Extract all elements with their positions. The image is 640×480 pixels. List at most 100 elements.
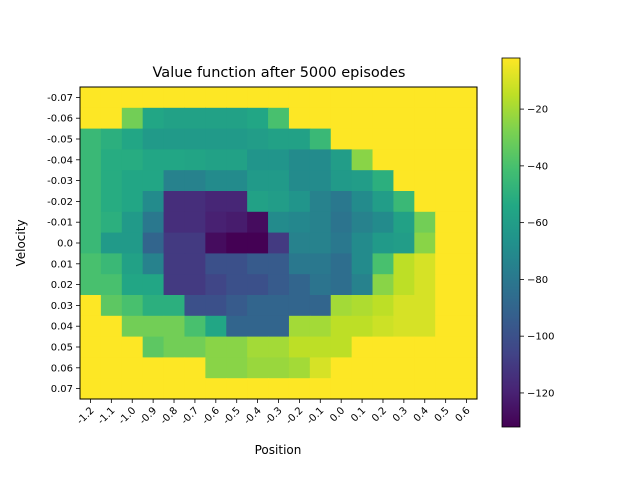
heatmap-cell: [414, 295, 436, 317]
y-axis-label: Velocity: [14, 219, 28, 266]
heatmap-cell: [309, 357, 332, 379]
colorbar-tick-label: −80: [527, 275, 548, 286]
heatmap-cell: [393, 315, 415, 338]
heatmap-cell: [184, 87, 206, 109]
heatmap-cell: [205, 336, 227, 358]
heatmap-cell: [435, 191, 457, 213]
heatmap-cell: [393, 149, 415, 171]
heatmap-cell: [80, 149, 102, 171]
heatmap-cell: [351, 232, 374, 254]
heatmap-cell: [247, 274, 269, 296]
colorbar-tick-label: −120: [527, 388, 554, 399]
heatmap-cell: [456, 357, 478, 379]
heatmap-cell: [100, 274, 123, 296]
heatmap-cell: [288, 357, 311, 379]
heatmap-cell: [309, 107, 332, 130]
colorbar-tick-label: −40: [527, 161, 548, 172]
heatmap-cell: [330, 107, 353, 130]
heatmap-cell: [247, 315, 269, 338]
heatmap-cell: [205, 274, 227, 296]
heatmap-cell: [288, 378, 311, 400]
heatmap-cell: [205, 211, 227, 234]
heatmap-cell: [309, 274, 332, 296]
heatmap-cell: [288, 170, 311, 192]
heatmap-cell: [393, 253, 415, 275]
heatmap-cell: [330, 170, 353, 192]
x-tick-label: -0.5: [221, 405, 243, 427]
heatmap-cell: [226, 128, 248, 150]
heatmap-cell: [163, 274, 186, 296]
heatmap-cell: [247, 170, 269, 192]
heatmap-cell: [247, 128, 269, 150]
colorbar: −120 −100 −80 −60 −40 −20: [501, 57, 554, 428]
heatmap-cell: [309, 295, 332, 317]
heatmap-cell: [100, 107, 123, 130]
heatmap-cell: [184, 315, 206, 338]
heatmap-cell: [414, 107, 436, 130]
heatmap-cell: [226, 149, 248, 171]
heatmap-cell: [184, 274, 206, 296]
heatmap-cell: [309, 232, 332, 254]
heatmap-cell: [142, 87, 165, 109]
heatmap-cell: [435, 336, 457, 358]
heatmap-cell: [268, 128, 290, 150]
heatmap-cell: [330, 253, 353, 275]
heatmap-cell: [288, 87, 311, 109]
y-tick-label: -0.02: [47, 197, 73, 208]
heatmap-cell: [330, 232, 353, 254]
heatmap-cell: [80, 211, 102, 234]
heatmap-cell: [268, 357, 290, 379]
heatmap-cell: [226, 274, 248, 296]
heatmap-cell: [456, 295, 478, 317]
x-axis-ticks: -1.2 -1.1 -1.0 -0.9 -0.8 -0.7 -0.6 -0.5 -0.4 -0.3…: [75, 399, 473, 427]
heatmap-cell: [163, 253, 186, 275]
heatmap-cell: [205, 378, 227, 400]
heatmap-cell: [288, 211, 311, 234]
heatmap-cell: [372, 357, 395, 379]
heatmap-cell: [142, 253, 165, 275]
heatmap-cell: [163, 336, 186, 358]
heatmap-cell: [372, 232, 395, 254]
y-tick-label: -0.01: [47, 218, 73, 229]
heatmap-cell: [393, 336, 415, 358]
heatmap-cell: [288, 149, 311, 171]
heatmap-cell: [247, 149, 269, 171]
colorbar-tick-label: −20: [527, 105, 548, 116]
heatmap-cell: [456, 170, 478, 192]
heatmap-cell: [435, 357, 457, 379]
heatmap-cell: [205, 295, 227, 317]
heatmap-cell: [268, 232, 290, 254]
heatmap-cell: [330, 87, 353, 109]
heatmap-cell: [80, 315, 102, 338]
y-tick-label: 0.03: [51, 301, 73, 312]
heatmap-cell: [330, 274, 353, 296]
heatmap-cell: [142, 295, 165, 317]
y-tick-label: -0.05: [47, 135, 73, 146]
heatmap-cell: [268, 149, 290, 171]
heatmap-cell: [456, 107, 478, 130]
heatmap-cell: [414, 315, 436, 338]
heatmap-cell: [100, 149, 123, 171]
heatmap-cell: [142, 378, 165, 400]
heatmap-cell: [288, 232, 311, 254]
heatmap-cell: [184, 357, 206, 379]
heatmap-cell: [456, 87, 478, 109]
heatmap-cell: [268, 274, 290, 296]
y-axis-ticks: -0.07 -0.06 -0.05 -0.04 -0.03 -0.02 -0.01 0.0 0.…: [47, 93, 80, 395]
heatmap-cell: [372, 378, 395, 400]
heatmap-cell: [163, 128, 186, 150]
heatmap-cell: [142, 149, 165, 171]
heatmap-cell: [414, 211, 436, 234]
heatmap-cell: [414, 87, 436, 109]
x-tick-label: -1.1: [96, 405, 118, 427]
heatmap-cell: [184, 378, 206, 400]
heatmap-cell: [184, 253, 206, 275]
heatmap-cell: [351, 128, 374, 150]
heatmap-cell: [184, 211, 206, 234]
x-tick-label: 0.2: [370, 405, 389, 424]
heatmap-cell: [435, 128, 457, 150]
heatmap-cell: [393, 378, 415, 400]
heatmap-cell: [247, 232, 269, 254]
heatmap-cell: [414, 128, 436, 150]
